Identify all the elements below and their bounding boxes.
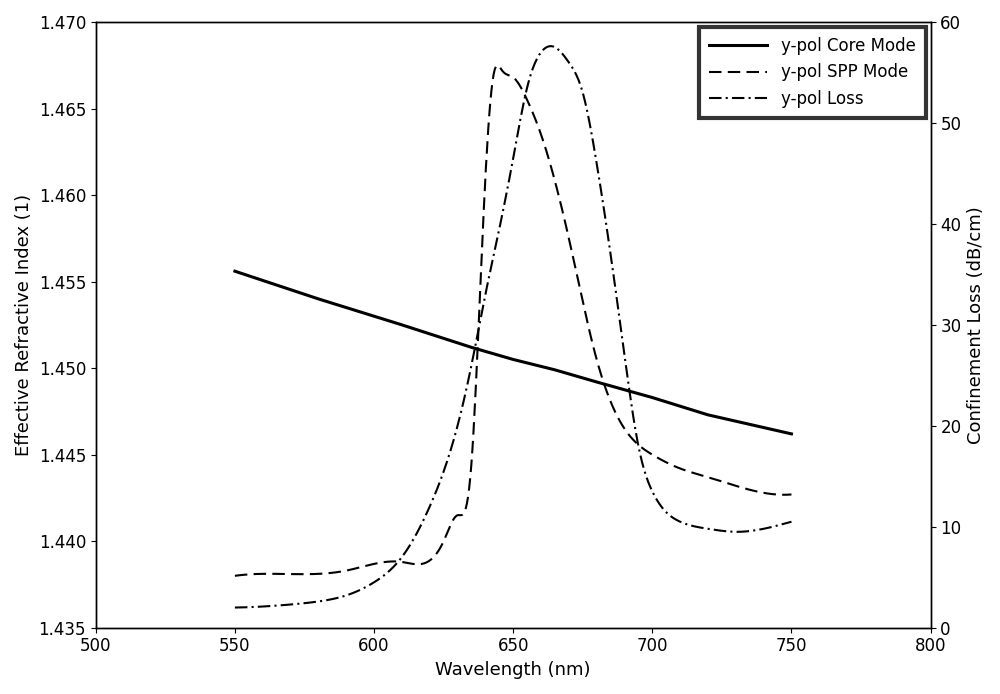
y-pol SPP Mode xyxy=(498,68,510,76)
y-pol SPP Mode xyxy=(773,491,785,499)
y-pol Loss xyxy=(229,603,241,611)
y-pol SPP Mode xyxy=(491,61,503,69)
y-pol Core Mode xyxy=(702,411,714,419)
y-pol Loss xyxy=(785,518,797,526)
y-pol Loss xyxy=(561,56,573,65)
Y-axis label: Confinement Loss (dB/cm): Confinement Loss (dB/cm) xyxy=(967,206,985,443)
y-pol Loss xyxy=(497,209,509,217)
y-pol Core Mode xyxy=(396,321,408,329)
y-pol Core Mode xyxy=(549,366,561,374)
y-pol Core Mode xyxy=(507,355,519,364)
y-pol Loss xyxy=(530,56,542,65)
y-pol Loss xyxy=(493,225,505,233)
y-pol Loss xyxy=(686,522,698,530)
Legend: y-pol Core Mode, y-pol SPP Mode, y-pol Loss: y-pol Core Mode, y-pol SPP Mode, y-pol L… xyxy=(699,27,926,118)
y-pol Core Mode xyxy=(229,267,241,276)
y-pol SPP Mode xyxy=(494,64,506,72)
X-axis label: Wavelength (nm): Wavelength (nm) xyxy=(435,661,591,679)
y-pol SPP Mode xyxy=(561,228,573,236)
y-pol Core Mode xyxy=(591,378,603,386)
Y-axis label: Effective Refractive Index (1): Effective Refractive Index (1) xyxy=(15,194,33,456)
Line: y-pol SPP Mode: y-pol SPP Mode xyxy=(235,65,791,576)
y-pol Core Mode xyxy=(646,393,658,402)
y-pol SPP Mode xyxy=(686,468,698,477)
y-pol Core Mode xyxy=(312,295,324,303)
y-pol Core Mode xyxy=(785,430,797,438)
Line: y-pol Core Mode: y-pol Core Mode xyxy=(235,271,791,434)
y-pol SPP Mode xyxy=(785,490,797,498)
y-pol SPP Mode xyxy=(531,119,543,128)
y-pol SPP Mode xyxy=(229,572,241,580)
Line: y-pol Loss: y-pol Loss xyxy=(235,46,791,607)
y-pol Loss xyxy=(545,42,557,50)
y-pol Loss xyxy=(773,521,785,530)
y-pol Core Mode xyxy=(465,344,477,352)
